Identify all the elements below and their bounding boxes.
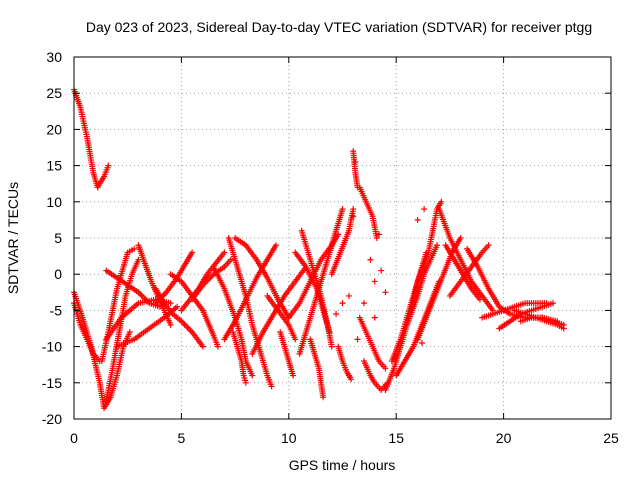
series-s27 (307, 336, 327, 401)
grid-lines (74, 57, 611, 419)
scattered-points (333, 158, 428, 346)
x-tick-label: 5 (178, 430, 186, 446)
data-point (272, 242, 279, 249)
data-point (135, 256, 142, 263)
y-tick-label: 20 (46, 121, 62, 137)
data-point (348, 376, 355, 383)
y-tick-label: -5 (50, 302, 63, 318)
data-point (290, 372, 297, 379)
series-s1 (71, 86, 112, 191)
y-axis-label: SDTVAR / TECUs (5, 182, 21, 294)
data-point (382, 289, 389, 296)
data-point (268, 383, 275, 390)
y-tick-label: -10 (42, 339, 62, 355)
y-tick-label: 10 (46, 194, 62, 210)
data-marks (71, 86, 567, 412)
x-tick-label: 20 (496, 430, 512, 446)
data-point (345, 292, 352, 299)
y-tick-label: 15 (46, 158, 62, 174)
data-point (167, 300, 174, 307)
data-point (174, 303, 181, 310)
data-point (373, 235, 380, 241)
data-point (376, 231, 383, 238)
series-s26 (292, 249, 333, 336)
series-s39 (425, 198, 445, 256)
x-tick-label: 15 (388, 430, 404, 446)
data-point (360, 300, 367, 307)
y-tick-label: 25 (46, 85, 62, 101)
series-s19 (232, 235, 292, 321)
data-point (421, 206, 428, 213)
data-point (371, 278, 378, 285)
data-point (382, 365, 389, 372)
x-tick-label: 10 (281, 430, 297, 446)
data-point (476, 296, 483, 303)
series-s47 (517, 314, 567, 328)
data-point (328, 343, 335, 350)
series-s32 (356, 314, 389, 372)
data-point (292, 336, 299, 343)
data-point (350, 213, 357, 220)
x-axis-label: GPS time / hours (289, 457, 396, 473)
data-point (126, 329, 133, 336)
data-point (199, 343, 206, 350)
data-point (354, 336, 361, 343)
data-point (418, 339, 425, 346)
series-s17 (229, 329, 249, 386)
data-point (189, 249, 196, 256)
y-tick-label: -20 (42, 411, 62, 427)
data-point (131, 245, 138, 252)
x-tick-label: 0 (70, 430, 78, 446)
data-point (485, 242, 492, 249)
y-tick-label: 5 (54, 230, 62, 246)
data-point (371, 314, 378, 321)
data-point (543, 300, 550, 307)
series-s22 (277, 329, 297, 379)
y-tick-label: 30 (46, 49, 62, 65)
data-point (214, 343, 221, 350)
data-point (333, 311, 340, 318)
series-s18 (221, 242, 279, 343)
data-point (350, 206, 357, 213)
data-point (339, 300, 346, 307)
axis-ticks: 0 5 10 15 20 25 -20 -15 -10 -5 0 5 10 15 20 25 30 (42, 49, 619, 446)
data-point (457, 235, 464, 241)
data-point (221, 249, 228, 256)
series-s40 (436, 206, 496, 314)
data-point (367, 256, 374, 263)
data-point (414, 216, 421, 223)
series-s21 (264, 292, 299, 343)
series-s20 (249, 263, 309, 357)
series-s45 (479, 300, 550, 321)
y-tick-label: 0 (54, 266, 62, 282)
series-s3 (71, 300, 103, 365)
series-s37 (403, 242, 441, 328)
series-s10 (152, 285, 206, 350)
data-point (227, 256, 234, 263)
data-point (434, 242, 441, 249)
data-point (560, 321, 567, 328)
data-point (167, 321, 174, 328)
series-s42 (446, 242, 492, 299)
data-point (378, 267, 385, 274)
data-point (339, 206, 346, 213)
data-point (352, 158, 359, 165)
series-s29 (335, 343, 355, 383)
data-point (249, 372, 256, 379)
data-point (105, 162, 112, 169)
chart-title: Day 023 of 2023, Sidereal Day-to-day VTE… (86, 19, 592, 35)
series-s38 (414, 235, 464, 343)
data-point (550, 300, 557, 307)
y-tick-label: -15 (42, 375, 62, 391)
x-tick-label: 25 (603, 430, 619, 446)
data-point (438, 198, 445, 205)
data-point (242, 379, 249, 386)
data-point (320, 394, 327, 401)
data-point (326, 329, 333, 336)
